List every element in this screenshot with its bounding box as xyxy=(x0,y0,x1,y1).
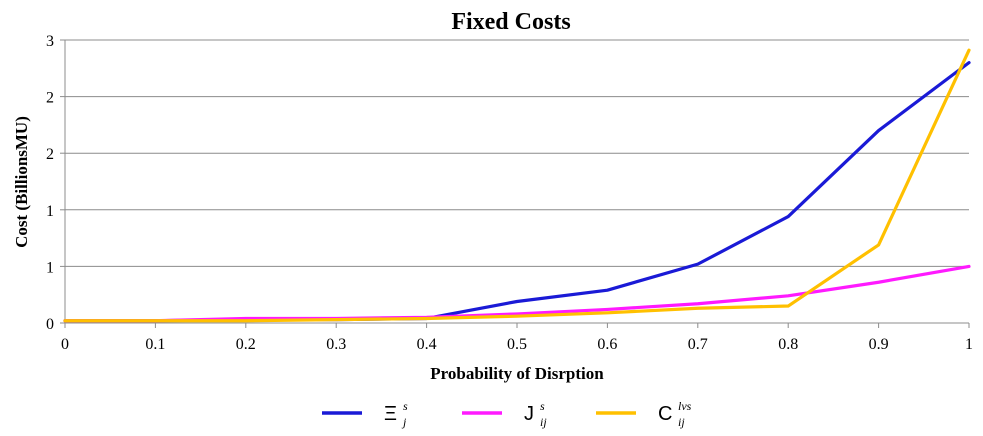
x-tick-label: 1 xyxy=(965,336,973,353)
x-tick-label: 0.3 xyxy=(326,336,346,353)
x-tick-label: 0.1 xyxy=(145,336,165,353)
legend-subscript: ij xyxy=(540,415,547,429)
x-tick-label: 0.7 xyxy=(688,336,708,353)
x-tick-label: 0.4 xyxy=(417,336,437,353)
series-line-ij-C xyxy=(63,48,971,323)
legend-subscript: j xyxy=(401,415,407,429)
y-tick-label: 1 xyxy=(46,259,54,276)
legend-subscript: ij xyxy=(678,415,685,429)
x-tick-label: 0.6 xyxy=(597,336,617,353)
series-lines xyxy=(63,48,971,323)
series-line-j-Ξ xyxy=(63,61,971,323)
x-tick-label: 0 xyxy=(61,336,69,353)
axes xyxy=(60,39,970,328)
legend-label: J xyxy=(524,403,534,425)
gridlines xyxy=(65,39,969,267)
y-tick-label: 1 xyxy=(46,203,54,220)
legend-superscript: s xyxy=(403,399,408,413)
y-tick-label: 2 xyxy=(46,90,54,107)
x-tick-label: 0.9 xyxy=(869,336,889,353)
legend-label: Ξ xyxy=(384,403,397,425)
x-tick-label: 0.5 xyxy=(507,336,527,353)
legend-label: C xyxy=(658,403,672,425)
chart-title: Fixed Costs xyxy=(451,9,570,35)
x-tick-label: 0.8 xyxy=(778,336,798,353)
legend-superscript: lvs xyxy=(678,399,692,413)
y-axis-label: Cost (BillionsMU) xyxy=(12,116,31,248)
x-axis-label: Probability of Disrption xyxy=(430,364,604,383)
y-tick-label: 2 xyxy=(46,146,54,163)
y-tick-label: 3 xyxy=(46,33,54,50)
y-tick-label: 0 xyxy=(46,316,54,333)
x-tick-label: 0.2 xyxy=(236,336,256,353)
legend-superscript: s xyxy=(540,399,545,413)
tick-labels: 0 1 1 2 2 3 0 0.1 0.2 0.3 0.4 0.5 0.6 0.7 0.8 0.9 1 xyxy=(46,33,973,353)
